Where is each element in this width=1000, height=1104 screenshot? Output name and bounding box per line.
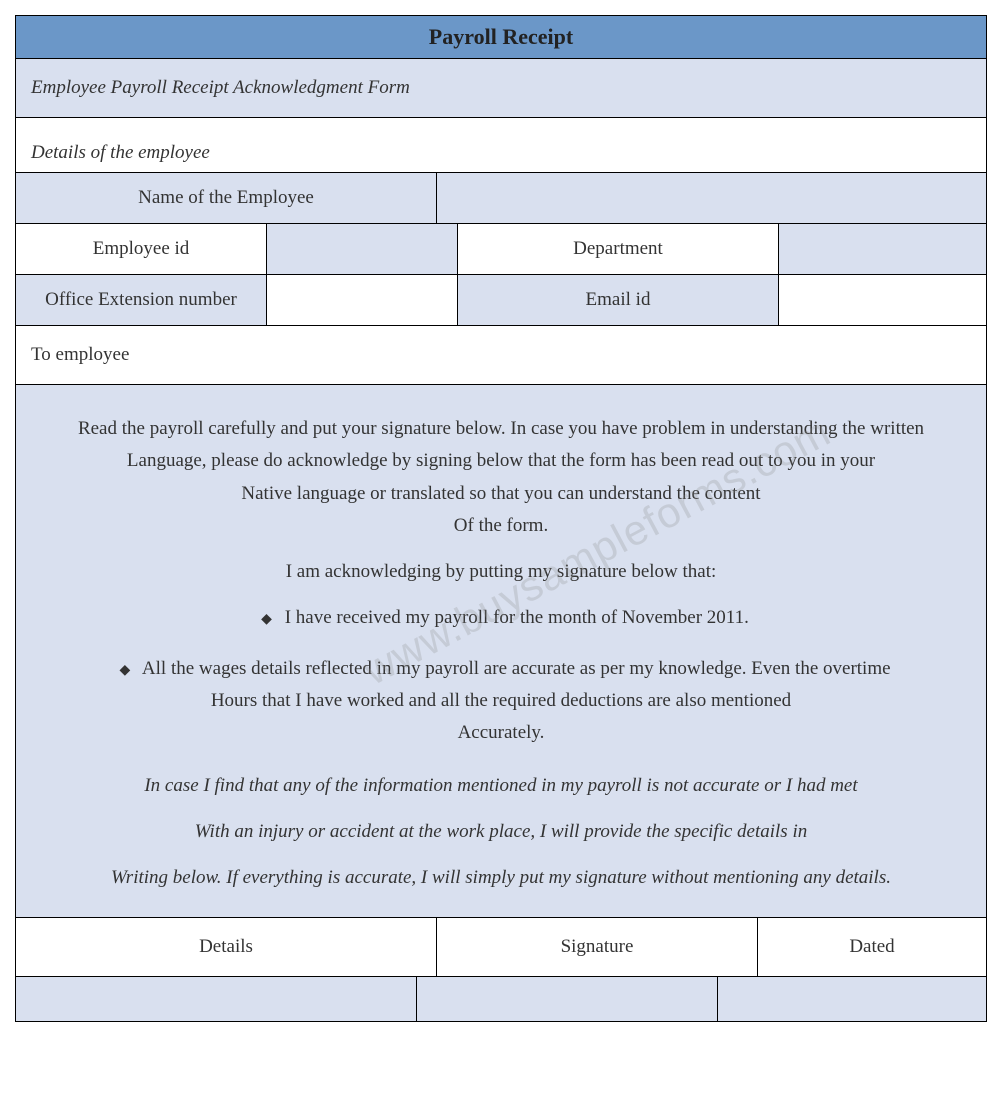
employee-id-label: Employee id <box>16 224 267 274</box>
signature-header-row: Details Signature Dated <box>16 918 986 977</box>
details-value[interactable] <box>16 977 417 1021</box>
ack-intro: I am acknowledging by putting my signatu… <box>46 556 956 588</box>
signature-label: Signature <box>437 918 758 976</box>
para1-line4: Of the form. <box>454 515 548 536</box>
extension-label: Office Extension number <box>16 275 267 325</box>
name-value[interactable] <box>437 173 986 223</box>
bullet2-line3: Accurately. <box>458 722 545 743</box>
para1-line1: Read the payroll carefully and put your … <box>78 418 924 439</box>
bullet2-line1: All the wages details reflected in my pa… <box>142 658 891 679</box>
form-title: Payroll Receipt <box>16 16 986 59</box>
form-subtitle: Employee Payroll Receipt Acknowledgment … <box>16 59 986 118</box>
payroll-receipt-form: Payroll Receipt Employee Payroll Receipt… <box>15 15 987 1022</box>
id-dept-row: Employee id Department <box>16 224 986 275</box>
department-value[interactable] <box>779 224 986 274</box>
name-row: Name of the Employee <box>16 173 986 224</box>
to-employee-label: To employee <box>16 326 986 385</box>
signature-value[interactable] <box>417 977 718 1021</box>
dated-value[interactable] <box>718 977 986 1021</box>
dated-label: Dated <box>758 918 986 976</box>
italic1: In case I find that any of the informati… <box>46 770 956 802</box>
italic2: With an injury or accident at the work p… <box>46 816 956 848</box>
signature-value-row <box>16 977 986 1021</box>
italic3: Writing below. If everything is accurate… <box>46 862 956 894</box>
department-label: Department <box>458 224 779 274</box>
bullet1: I have received my payroll for the month… <box>285 607 749 628</box>
diamond-icon: ◆ <box>261 612 272 627</box>
email-label: Email id <box>458 275 779 325</box>
employee-id-value[interactable] <box>267 224 458 274</box>
para1-line2: Language, please do acknowledge by signi… <box>127 450 875 471</box>
extension-value[interactable] <box>267 275 458 325</box>
name-label: Name of the Employee <box>16 173 437 223</box>
para1-line3: Native language or translated so that yo… <box>241 483 760 504</box>
email-value[interactable] <box>779 275 986 325</box>
details-label: Details <box>16 918 437 976</box>
section-details-label: Details of the employee <box>16 118 986 173</box>
bullet2-line2: Hours that I have worked and all the req… <box>211 690 791 711</box>
ext-email-row: Office Extension number Email id <box>16 275 986 326</box>
diamond-icon: ◆ <box>119 663 130 678</box>
acknowledgment-body: www.buysampleforms.com Read the payroll … <box>16 385 986 918</box>
